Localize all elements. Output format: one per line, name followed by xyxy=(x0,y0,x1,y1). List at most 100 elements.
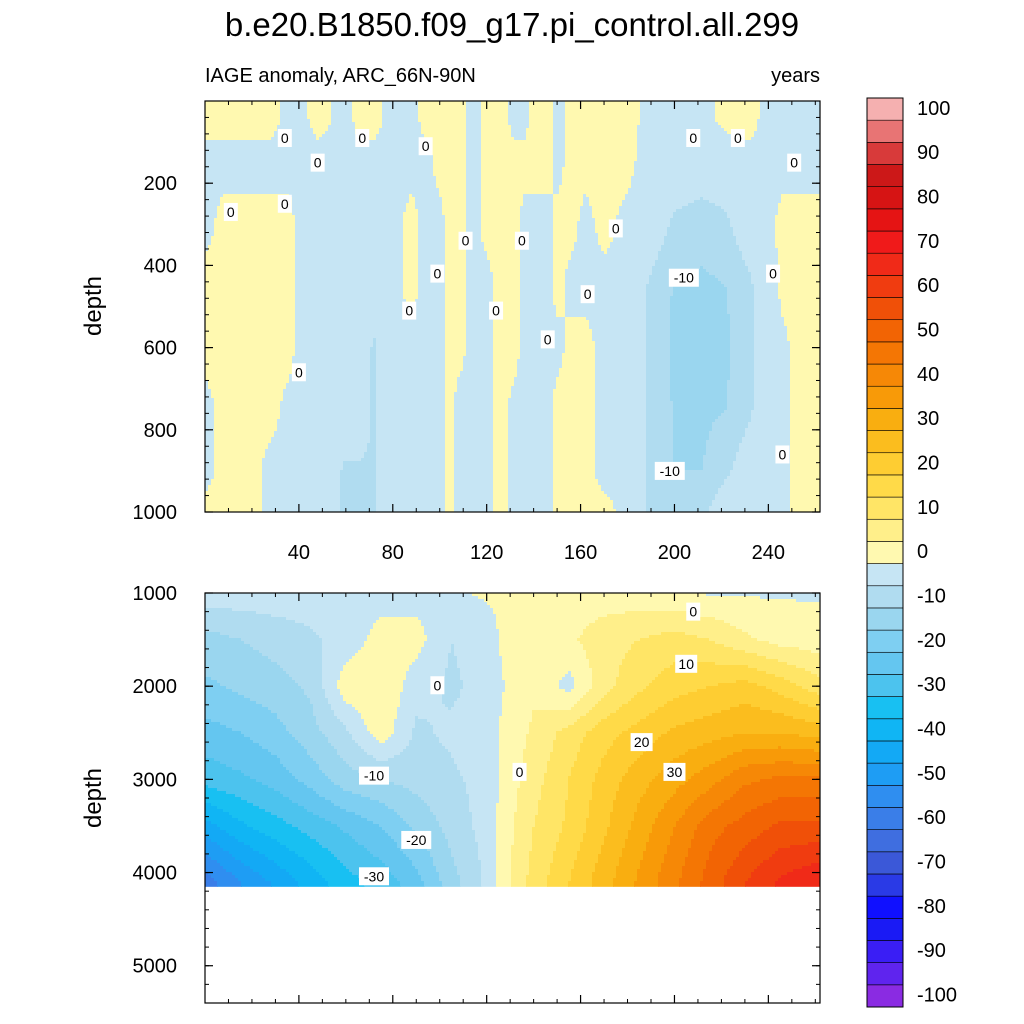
contour-cell xyxy=(295,221,404,225)
contour-cell xyxy=(754,344,791,348)
contour-cell xyxy=(673,293,728,297)
contour-cell xyxy=(595,419,647,423)
contour-cell xyxy=(673,434,710,438)
contour-label: 0 xyxy=(277,128,292,147)
contour-cell xyxy=(403,290,419,294)
contour-cell xyxy=(271,137,317,141)
contour-cell xyxy=(373,734,392,738)
contour-cell xyxy=(658,884,680,887)
contour-cell xyxy=(403,263,419,267)
contour-cell xyxy=(676,824,698,828)
contour-cell xyxy=(754,404,791,408)
contour-cell xyxy=(445,311,467,315)
contour-cell xyxy=(508,422,554,426)
contour-cell xyxy=(553,431,596,435)
contour-cell xyxy=(205,176,437,180)
contour-cell xyxy=(571,878,593,882)
contour-cell xyxy=(355,839,395,843)
contour-cell xyxy=(754,359,791,363)
contour-cell xyxy=(670,302,728,306)
contour-cell xyxy=(508,467,554,471)
contour-cell xyxy=(499,770,521,774)
contour-cell xyxy=(295,347,371,351)
contour-cell xyxy=(409,824,440,828)
contour-cell xyxy=(673,464,704,468)
contour-cell xyxy=(316,632,371,636)
contour-cell xyxy=(445,242,467,246)
contour-cell xyxy=(790,464,820,468)
contour-cell xyxy=(376,416,446,420)
contour-cell xyxy=(730,368,755,372)
contour-cell xyxy=(553,254,572,258)
contour-cell xyxy=(205,860,218,864)
contour-cell xyxy=(724,875,752,879)
colorbar-label: -100 xyxy=(917,985,957,1007)
contour-cell xyxy=(754,320,785,324)
contour-cell xyxy=(778,281,820,285)
contour-cell xyxy=(277,425,371,429)
contour-cell xyxy=(394,728,413,732)
contour-cell xyxy=(481,107,509,111)
contour-cell xyxy=(205,821,212,825)
contour-cell xyxy=(565,122,641,126)
contour-cell xyxy=(790,473,820,477)
colorbar-swatch xyxy=(866,740,904,764)
contour-cell xyxy=(289,872,320,876)
contour-cell xyxy=(508,122,530,126)
contour-cell xyxy=(277,716,317,720)
contour-cell xyxy=(403,251,419,255)
contour-cell xyxy=(499,719,533,723)
contour-cell xyxy=(373,341,377,345)
contour-cell xyxy=(670,308,728,312)
contour-cell xyxy=(295,680,323,684)
contour-cell xyxy=(445,374,461,378)
colorbar-swatch xyxy=(866,496,904,520)
contour-cell xyxy=(589,665,620,669)
contour-cell xyxy=(775,215,820,219)
contour-label: 0 xyxy=(418,137,433,156)
contour-cell xyxy=(508,494,554,498)
contour-cell xyxy=(352,107,383,111)
contour-cell xyxy=(280,116,308,120)
contour-cell xyxy=(646,353,671,357)
contour-cell xyxy=(520,323,566,327)
contour-cell xyxy=(205,380,209,384)
contour-cell xyxy=(724,884,746,887)
contour-cell xyxy=(205,209,218,213)
contour-cell xyxy=(733,863,761,867)
contour-cell xyxy=(466,200,482,204)
contour-cell xyxy=(205,803,212,807)
contour-cell xyxy=(739,134,755,138)
contour-cell xyxy=(565,815,590,819)
lower-contour-field xyxy=(205,593,820,887)
contour-cell xyxy=(607,752,644,756)
contour-cell xyxy=(262,500,341,504)
contour-label: 0 xyxy=(430,676,445,695)
contour-cell xyxy=(331,116,353,120)
contour-cell xyxy=(205,293,296,297)
contour-cell xyxy=(553,170,563,174)
contour-cell xyxy=(583,647,632,651)
contour-cell xyxy=(466,239,482,243)
contour-label: 30 xyxy=(663,762,686,781)
contour-cell xyxy=(772,689,809,693)
contour-cell xyxy=(457,662,503,666)
contour-cell xyxy=(346,662,413,666)
contour-cell xyxy=(205,665,281,669)
contour-cell xyxy=(742,749,815,753)
colorbar-frame xyxy=(866,97,904,1008)
contour-cell xyxy=(733,734,800,738)
contour-cell xyxy=(553,422,596,426)
contour-cell xyxy=(445,230,467,234)
contour-cell xyxy=(592,785,620,789)
contour-cell xyxy=(493,455,509,459)
contour-cell xyxy=(340,503,377,507)
contour-cell xyxy=(670,368,731,372)
contour-cell xyxy=(631,698,674,702)
contour-cell xyxy=(571,773,596,777)
contour-cell xyxy=(640,113,716,117)
contour-cell xyxy=(409,665,449,669)
contour-label-text: 0 xyxy=(281,130,289,146)
contour-cell xyxy=(493,503,509,507)
contour-cell xyxy=(427,143,467,147)
